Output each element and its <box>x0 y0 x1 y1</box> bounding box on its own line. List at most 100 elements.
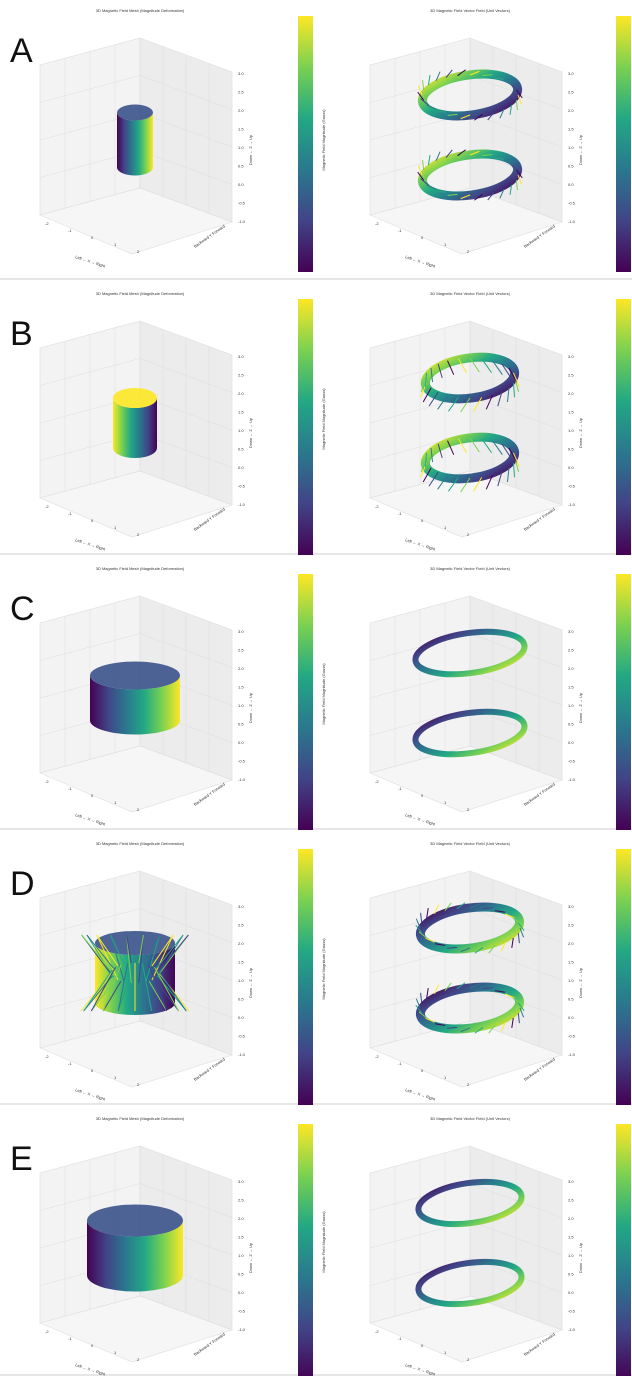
z-tick-label: 2.0 <box>568 941 574 946</box>
z-tick-label: 0.5 <box>238 447 244 452</box>
z-tick-label: -1.0 <box>568 502 576 507</box>
z-tick-label: -0.5 <box>238 759 246 764</box>
z-tick-label: 3.0 <box>568 1179 574 1184</box>
z-tick-label: 0.0 <box>238 740 244 745</box>
z-tick-label: 1.5 <box>238 1235 244 1240</box>
z-tick-label: 3.0 <box>238 71 244 76</box>
z-axis-label: Down ← Z → Up <box>578 967 583 998</box>
z-tick-label: 0.0 <box>568 1290 574 1295</box>
z-tick-label: 2.0 <box>568 108 574 113</box>
z-tick-label: 0.5 <box>568 997 574 1002</box>
mesh-top <box>117 105 153 121</box>
z-tick-label: 2.5 <box>568 373 574 378</box>
z-tick-label: 1.5 <box>568 685 574 690</box>
z-tick-label: 1.0 <box>568 428 574 433</box>
z-tick-label: 0.0 <box>568 465 574 470</box>
colorbar <box>616 849 631 1105</box>
z-tick-label: 1.0 <box>238 1253 244 1258</box>
z-tick-label: -0.5 <box>568 759 576 764</box>
z-tick-label: 3.0 <box>568 904 574 909</box>
z-axis-label: Down ← Z → Up <box>578 134 583 165</box>
z-axis-label: Down ← Z → Up <box>578 692 583 723</box>
z-tick-label: -0.5 <box>238 201 246 206</box>
z-tick-label: -1.0 <box>238 502 246 507</box>
colorbar <box>298 16 313 272</box>
panel-row: 3.02.52.01.51.00.50.0-0.5-1.0-2-1012Left… <box>0 833 632 1105</box>
z-tick-label: 0.5 <box>238 164 244 169</box>
z-tick-label: 2.5 <box>238 373 244 378</box>
z-tick-label: 1.0 <box>238 428 244 433</box>
z-tick-label: 1.0 <box>568 1253 574 1258</box>
x-axis-label: Left ← X → Right <box>75 1362 107 1376</box>
colorbar <box>298 574 313 830</box>
z-tick-label: -0.5 <box>238 1034 246 1039</box>
z-tick-label: 2.0 <box>568 1216 574 1221</box>
z-tick-label: -1.0 <box>238 1052 246 1057</box>
z-axis-label: Down ← Z → Up <box>248 1242 253 1273</box>
panel-row: 3.02.52.01.51.00.50.0-0.5-1.0-2-1012Left… <box>0 283 632 555</box>
x-tick-label: -2 <box>45 221 49 226</box>
z-tick-label: 2.5 <box>568 923 574 928</box>
z-tick-label: 2.0 <box>238 941 244 946</box>
z-tick-label: 2.5 <box>238 648 244 653</box>
z-tick-label: 1.0 <box>568 145 574 150</box>
z-tick-label: 1.5 <box>568 410 574 415</box>
x-tick-label: -2 <box>375 504 379 509</box>
panel-letter: C <box>10 590 35 628</box>
z-tick-label: 1.0 <box>568 703 574 708</box>
mesh-title: 3D Magnetic Field Mesh (Magnitude Deform… <box>96 566 185 571</box>
x-tick-label: -2 <box>45 504 49 509</box>
z-tick-label: 3.0 <box>568 354 574 359</box>
z-tick-label: 0.5 <box>568 164 574 169</box>
x-tick-label: -2 <box>375 1054 379 1059</box>
x-axis-label: Left ← X → Right <box>405 537 437 552</box>
z-tick-label: 0.0 <box>238 1290 244 1295</box>
z-axis-label: Down ← Z → Up <box>248 967 253 998</box>
z-tick-label: 1.0 <box>238 978 244 983</box>
colorbar-label: Magnetic Field Magnitude (Gauss) <box>321 663 326 725</box>
z-tick-label: -1.0 <box>568 777 576 782</box>
z-tick-label: 0.5 <box>238 722 244 727</box>
x-tick-label: -2 <box>375 221 379 226</box>
colorbar-label: Magnetic Field Magnitude (Gauss) <box>321 388 326 450</box>
x-tick-label: -2 <box>45 1054 49 1059</box>
z-tick-label: 1.5 <box>568 127 574 132</box>
z-tick-label: -0.5 <box>238 484 246 489</box>
panel-row: 3.02.52.01.51.00.50.0-0.5-1.0-2-1012Left… <box>0 0 632 280</box>
vector-title: 3D Magnetic Field Vector Field (Unit Vec… <box>430 566 510 571</box>
z-tick-label: 1.0 <box>568 978 574 983</box>
panel-row: 3.02.52.01.51.00.50.0-0.5-1.0-2-1012Left… <box>0 558 632 830</box>
z-tick-label: 2.5 <box>568 648 574 653</box>
x-tick-label: -2 <box>45 779 49 784</box>
mesh-title: 3D Magnetic Field Mesh (Magnitude Deform… <box>96 1116 185 1121</box>
z-tick-label: -0.5 <box>568 1034 576 1039</box>
x-axis-label: Left ← X → Right <box>75 537 107 552</box>
z-tick-label: 0.5 <box>238 1272 244 1277</box>
z-tick-label: -1.0 <box>238 219 246 224</box>
panel-letter: B <box>10 315 33 353</box>
z-tick-label: 3.0 <box>568 629 574 634</box>
z-tick-label: 0.0 <box>238 465 244 470</box>
colorbar <box>616 574 631 830</box>
z-tick-label: -0.5 <box>568 201 576 206</box>
z-tick-label: 0.5 <box>568 1272 574 1277</box>
z-tick-label: 0.0 <box>238 1015 244 1020</box>
z-tick-label: 1.0 <box>238 703 244 708</box>
x-axis-label: Left ← X → Right <box>405 812 437 827</box>
colorbar-label: Magnetic Field Magnitude (Gauss) <box>321 109 326 171</box>
z-tick-label: 1.5 <box>568 1235 574 1240</box>
z-tick-label: -1.0 <box>238 777 246 782</box>
panel-letter: D <box>10 865 35 903</box>
z-tick-label: -1.0 <box>568 1052 576 1057</box>
z-tick-label: 2.5 <box>568 90 574 95</box>
mesh-top <box>90 662 180 690</box>
z-tick-label: -0.5 <box>238 1309 246 1314</box>
colorbar <box>616 16 631 272</box>
x-tick-label: -2 <box>45 1329 49 1334</box>
z-tick-label: 0.0 <box>238 182 244 187</box>
mesh-surface <box>117 113 153 176</box>
z-axis-label: Down ← Z → Up <box>248 417 253 448</box>
z-tick-label: 0.0 <box>568 182 574 187</box>
z-axis-label: Down ← Z → Up <box>578 417 583 448</box>
panel-letter: E <box>10 1140 33 1178</box>
